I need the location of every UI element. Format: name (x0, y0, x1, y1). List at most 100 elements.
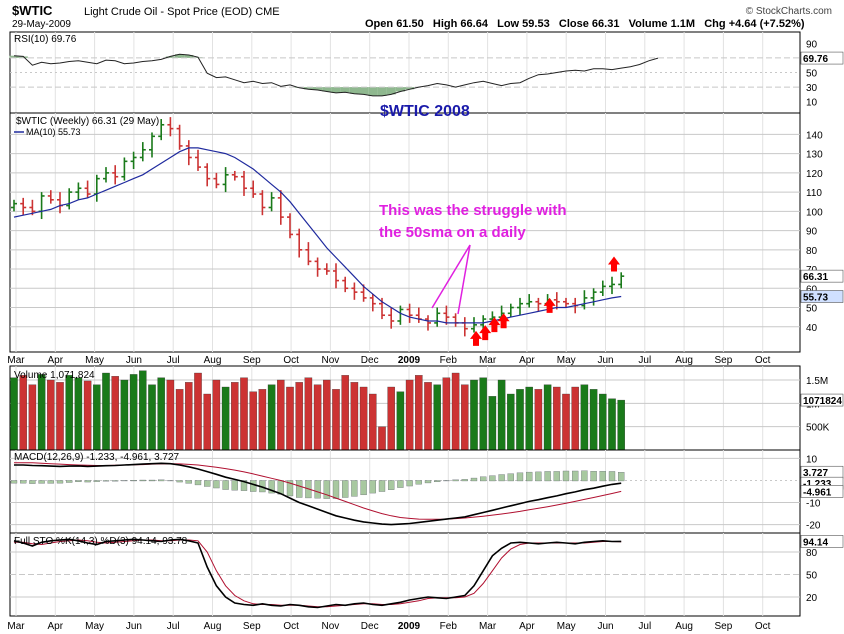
macd-histogram-bar (406, 480, 413, 487)
close-label: Close (558, 18, 589, 30)
signal-arrow-icon (479, 325, 492, 341)
volume-bar (442, 377, 451, 451)
ticker-symbol: $WTIC (12, 3, 53, 18)
price-x-axis-label: May (557, 355, 576, 366)
bottom-x-axis-label: Oct (283, 621, 299, 632)
macd-histogram-bar (268, 480, 275, 494)
bottom-x-axis-label: May (557, 621, 576, 632)
price-x-axis-label: Oct (283, 355, 299, 366)
volume-bar (461, 384, 469, 451)
price-x-axis-label: Dec (361, 355, 379, 366)
change-value: +4.64 (+7.52%) (728, 18, 805, 30)
volume-bar (10, 377, 18, 451)
macd-histogram-bar (66, 480, 73, 483)
macd-histogram-bar (351, 480, 358, 497)
price-x-axis-label: Aug (675, 355, 693, 366)
macd-histogram-bar (581, 470, 588, 482)
bottom-x-axis-label: Feb (440, 621, 458, 632)
macd-histogram-bar (231, 480, 238, 491)
price-last-close-label: 66.31 (803, 272, 828, 283)
bottom-x-axis-label: Apr (48, 621, 64, 632)
volume-bar (304, 377, 313, 451)
price-x-axis-label: Mar (7, 355, 25, 366)
price-tick-label: 120 (806, 169, 823, 180)
bottom-x-axis-label: Dec (361, 621, 379, 632)
volume-bar (313, 384, 322, 451)
stochastic-last-label: 94.14 (803, 537, 828, 548)
macd-histogram-bar (213, 480, 220, 489)
macd-histogram-bar (526, 471, 533, 482)
macd-histogram-bar (222, 480, 229, 490)
price-x-axis-label: Aug (204, 355, 222, 366)
macd-histogram-bar (286, 480, 294, 497)
ma-legend-label: MA(10) 55.73 (26, 127, 81, 137)
macd-histogram-bar (434, 480, 441, 483)
moving-average-line (13, 147, 622, 324)
price-x-axis-label: Nov (322, 355, 340, 366)
volume-bar (111, 376, 119, 451)
macd-histogram-bar (360, 480, 367, 496)
signal-arrow-icon (488, 317, 501, 333)
macd-histogram-bar (102, 480, 110, 482)
price-x-axis-label: Sep (243, 355, 261, 366)
volume-last-label-box (800, 393, 844, 407)
low-label: Low (497, 18, 520, 30)
volume-bar (405, 379, 414, 451)
macd-histogram-bar (204, 480, 211, 487)
bottom-x-axis-label: Sep (243, 621, 261, 632)
volume-bar (387, 386, 395, 451)
price-panel (9, 112, 801, 353)
volume-bar (175, 389, 184, 451)
macd-line (14, 462, 622, 526)
macd-histogram-bar (608, 471, 616, 482)
ma-last-label: 55.73 (803, 293, 828, 304)
macd-histogram-bar (250, 480, 257, 492)
change-label: Chg (704, 18, 726, 30)
volume-bar (56, 382, 64, 451)
volume-bar (120, 379, 129, 451)
bottom-x-axis-label: Mar (7, 621, 25, 632)
signal-arrow-icon (497, 313, 510, 329)
macd-histogram-bar (516, 472, 524, 482)
signal-arrow-icon (608, 256, 620, 272)
volume-bar (424, 382, 432, 451)
volume-last-label: 1071824 (803, 396, 842, 407)
volume-bar (93, 384, 101, 451)
volume-bar (28, 384, 37, 451)
macd-tick-label: -20 (806, 521, 821, 532)
volume-tick-label: 1.5M (806, 376, 828, 387)
signal-arrow-icon (543, 297, 556, 313)
bottom-x-axis-label: Jun (597, 621, 613, 632)
macd-tick-label: -10 (806, 499, 821, 510)
macd-last-label: -1.233 (803, 479, 832, 490)
volume-bar (249, 391, 257, 451)
volume-title: Volume 1,071,824 (14, 370, 95, 381)
macd-histogram-bar (599, 471, 606, 482)
macd-histogram-bar (323, 480, 330, 499)
volume-bar (479, 377, 487, 451)
volume-bar (562, 393, 570, 451)
rsi-tick-label: 90 (806, 39, 818, 50)
volume-bar (277, 379, 285, 451)
macd-histogram-bar (20, 480, 27, 484)
price-x-axis-label: Sep (715, 355, 733, 366)
volume-bar (608, 398, 616, 451)
macd-histogram-bar (29, 480, 36, 484)
low-value: 59.53 (522, 18, 550, 30)
price-x-axis-label: Apr (48, 355, 64, 366)
macd-signal-last-label: -4.961 (803, 487, 832, 498)
macd-histogram-bar (388, 480, 395, 490)
volume-bar (203, 393, 211, 451)
macd-histogram-bar (498, 474, 505, 482)
volume-bar (157, 377, 165, 451)
macd-histogram-bar (369, 480, 376, 494)
bottom-x-axis-label: Sep (715, 621, 733, 632)
macd-histogram-bar (443, 480, 450, 482)
stochastic-tick-label: 50 (806, 571, 818, 582)
volume-bar (378, 426, 386, 451)
volume-bar (267, 384, 276, 451)
price-x-axis-label: Jun (126, 355, 142, 366)
rsi-tick-label: 30 (806, 83, 818, 94)
macd-histogram-bar (112, 480, 119, 482)
rsi-title: RSI(10) 69.76 (14, 34, 77, 45)
